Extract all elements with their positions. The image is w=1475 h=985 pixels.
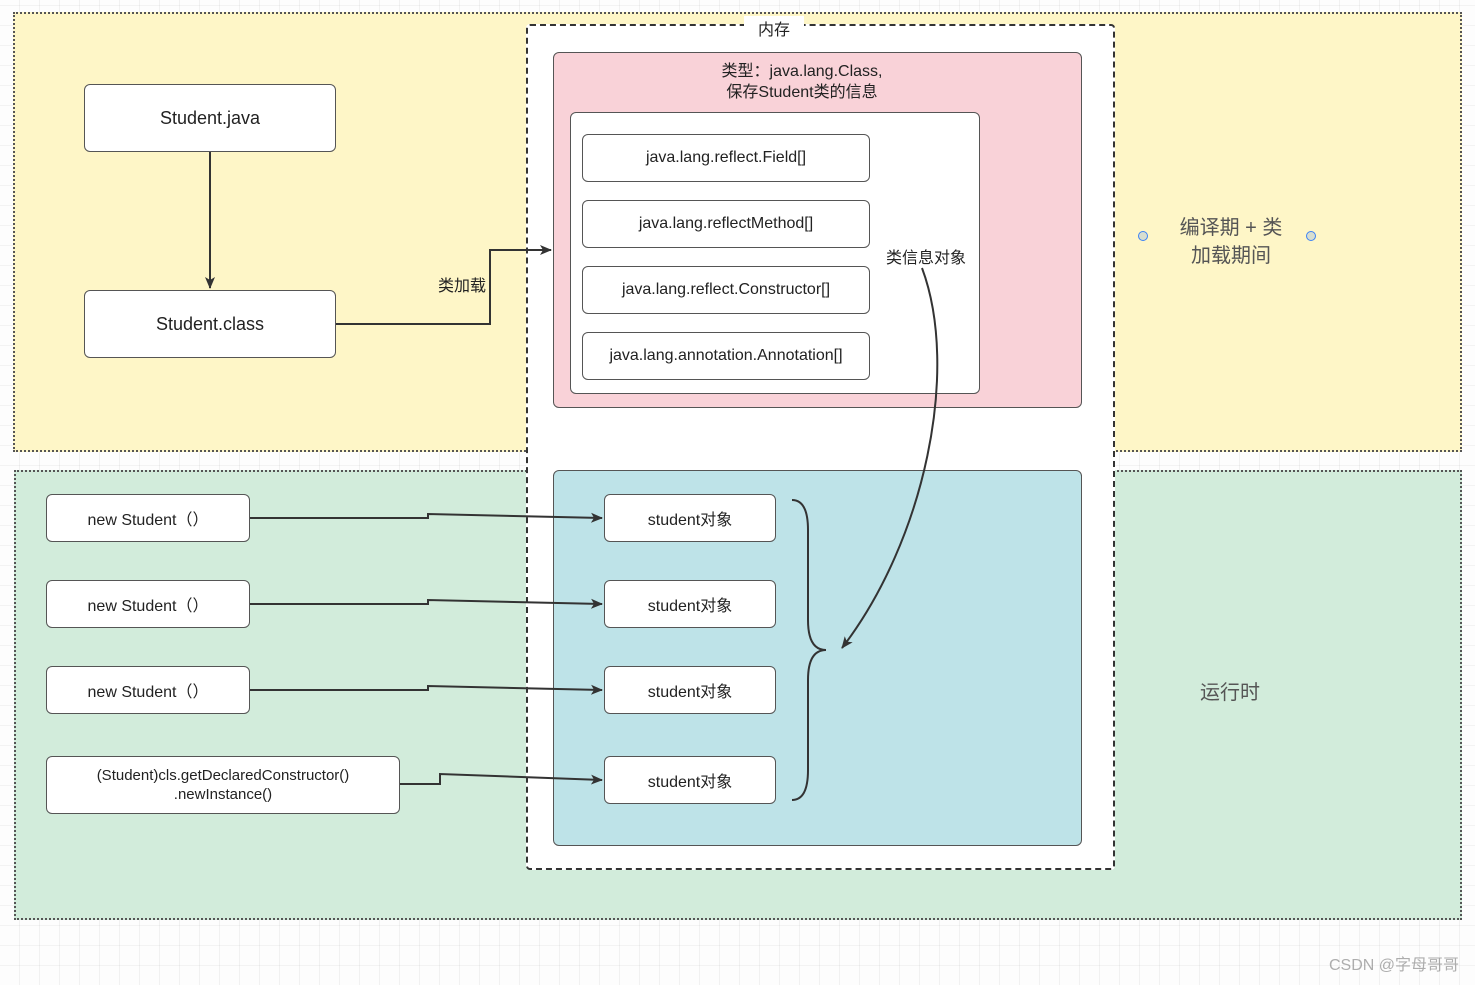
watermark: CSDN @字母哥哥 [1329, 951, 1459, 975]
node-new-student-1: new Student（） [46, 494, 250, 542]
node-new-student-3: new Student（） [46, 666, 250, 714]
node-constructor: java.lang.reflect.Constructor[] [582, 266, 870, 314]
node-student-obj-4: student对象 [604, 756, 776, 804]
label-class-load: 类加载 [427, 272, 497, 296]
compile-phase-label-handle-right[interactable] [1306, 231, 1316, 241]
class-info-title-line2: 保存Student类的信息 [726, 84, 877, 101]
compile-phase-label-handle-left[interactable] [1138, 231, 1148, 241]
label-runtime-phase: 运行时 [1190, 676, 1270, 705]
node-student-obj-2: student对象 [604, 580, 776, 628]
node-annotation: java.lang.annotation.Annotation[] [582, 332, 870, 380]
node-student-class: Student.class [84, 290, 336, 358]
node-method: java.lang.reflectMethod[] [582, 200, 870, 248]
class-info-title-line1: 类型：java.lang.Class, [722, 63, 883, 80]
label-class-info-object: 类信息对象 [876, 244, 976, 268]
label-compile-phase: 编译期 + 类 加载期间 [1156, 214, 1306, 270]
memory-title: 内存 [744, 16, 804, 40]
node-new-student-2: new Student（） [46, 580, 250, 628]
node-student-obj-1: student对象 [604, 494, 776, 542]
node-student-java: Student.java [84, 84, 336, 152]
node-reflect-newinstance: (Student)cls.getDeclaredConstructor() .n… [46, 756, 400, 814]
node-field: java.lang.reflect.Field[] [582, 134, 870, 182]
node-student-obj-3: student对象 [604, 666, 776, 714]
class-info-title: 类型：java.lang.Class, 保存Student类的信息 [652, 62, 952, 104]
